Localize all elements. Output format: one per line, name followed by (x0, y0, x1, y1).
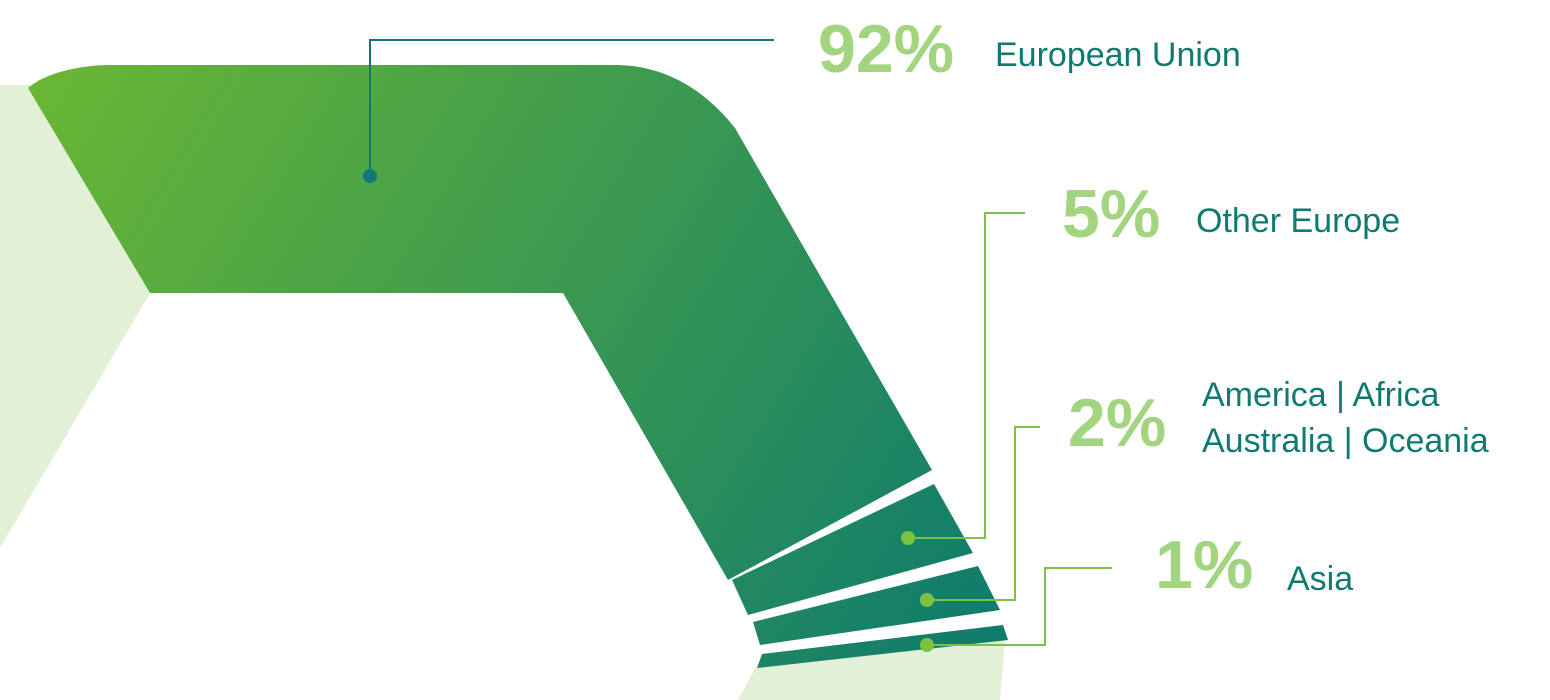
leader-line-asia (927, 567, 1112, 646)
leader-dot-european-union (363, 169, 377, 183)
leader-line-european-union (369, 39, 774, 176)
region-label-asia: Asia (1287, 560, 1353, 598)
percent-label-other-europe: 5% (1062, 176, 1160, 252)
slice-band-asia (757, 625, 1008, 668)
leader-dot-america-africa-australia-oceania (920, 593, 934, 607)
percent-label-asia: 1% (1155, 527, 1253, 603)
region-label-australia-oceania: Australia | Oceania (1202, 422, 1489, 460)
leader-dot-other-europe (901, 531, 915, 545)
region-label-european-union: European Union (995, 36, 1241, 74)
percent-label-european-union: 92% (818, 11, 954, 87)
background-ring-left (0, 85, 150, 548)
leader-dot-asia (920, 638, 934, 652)
percent-label-america-africa-australia-oceania: 2% (1068, 385, 1166, 461)
slice-band-other-europe (732, 484, 973, 615)
leader-line-america-africa-australia-oceania (927, 426, 1040, 601)
slice-band-european-union (28, 65, 932, 580)
region-label-other-europe: Other Europe (1196, 202, 1400, 240)
background-ring-bottom (738, 640, 1005, 700)
slice-band-america-africa-australia-oceania (753, 566, 1000, 645)
leader-line-other-europe (908, 212, 1025, 539)
region-label-america-africa: America | Africa (1202, 376, 1440, 414)
